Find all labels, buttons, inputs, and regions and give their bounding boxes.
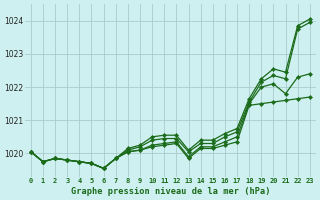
X-axis label: Graphe pression niveau de la mer (hPa): Graphe pression niveau de la mer (hPa) bbox=[71, 187, 270, 196]
